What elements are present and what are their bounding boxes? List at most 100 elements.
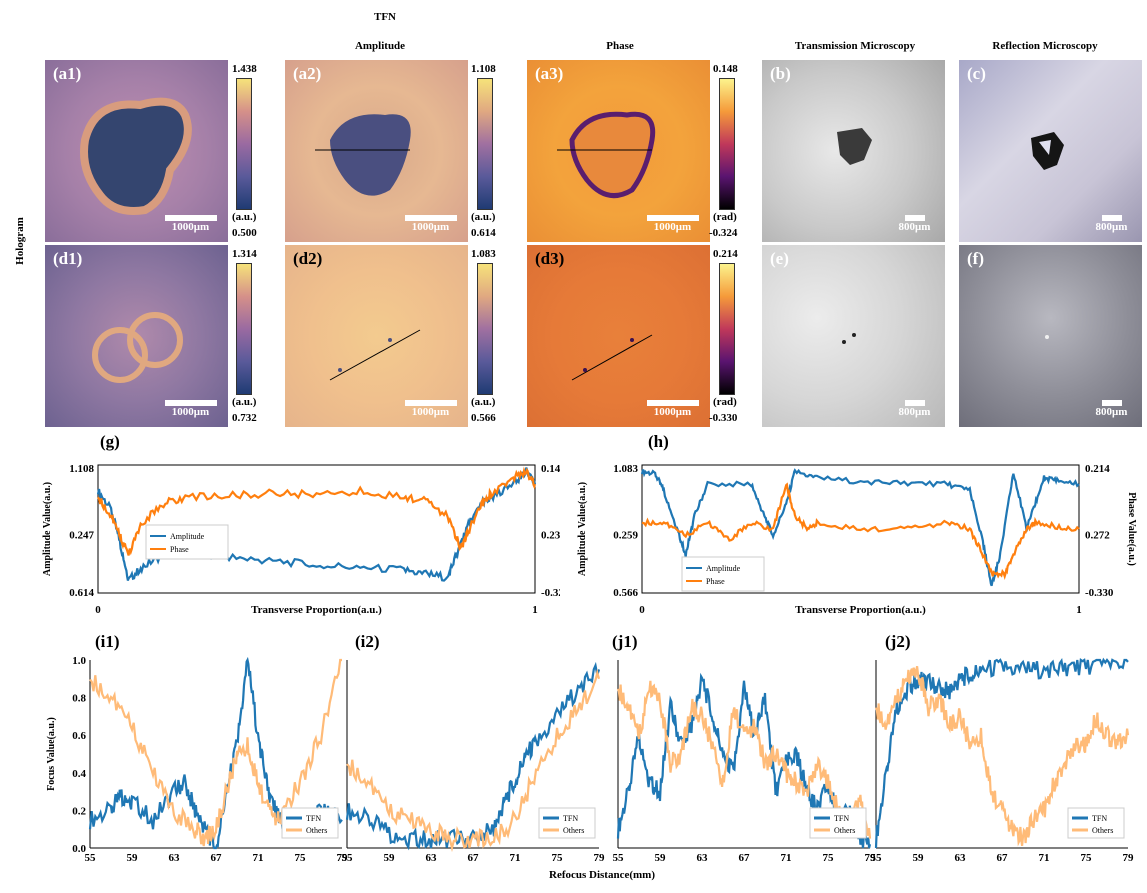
phase-image-d3 bbox=[571, 334, 653, 381]
y2tick-g: -0.324 bbox=[541, 587, 560, 599]
legend-i1 bbox=[281, 807, 339, 839]
panel-d1: (d1) 1000μm bbox=[45, 245, 228, 427]
chart-label-i1: (i1) bbox=[95, 632, 120, 651]
xtick-j2: 55 bbox=[871, 852, 883, 864]
panel-label-f: (f) bbox=[967, 249, 984, 268]
xtick-j1: 79 bbox=[865, 852, 877, 864]
cb-unit-a1: (a.u.) bbox=[232, 211, 257, 223]
panel-label-a2: (a2) bbox=[293, 64, 322, 83]
scalebar-label-c: 800μm bbox=[1095, 221, 1128, 233]
legend-label-i2: Others bbox=[563, 826, 584, 835]
colorbar-a3 bbox=[719, 78, 735, 210]
legend-i2 bbox=[538, 807, 596, 839]
scalebar-label-f: 800μm bbox=[1095, 406, 1128, 418]
ylabel-g: Amplitude Value(a.u.) bbox=[42, 482, 53, 576]
xtick-i1: 67 bbox=[211, 852, 223, 864]
cb-bottom-a1: 0.500 bbox=[232, 227, 257, 239]
ytick-g: 0.247 bbox=[69, 529, 94, 541]
scalebar-d3: 1000μm bbox=[645, 400, 700, 418]
scalebar-label-b: 800μm bbox=[898, 221, 931, 233]
scalebar-label-a2: 1000μm bbox=[411, 221, 450, 233]
xtick-i2: 75 bbox=[552, 852, 564, 864]
cb-top-d2: 1.083 bbox=[471, 248, 496, 260]
ylabel-i1: Focus Value(a.u.) bbox=[46, 717, 57, 791]
colorbar-a2 bbox=[477, 78, 493, 210]
ytick-i1: 0.8 bbox=[72, 693, 86, 705]
legend-label-j1: Others bbox=[834, 826, 855, 835]
legend-g bbox=[145, 524, 229, 560]
legend-label-g: Amplitude bbox=[170, 532, 205, 541]
xtick-i2: 63 bbox=[426, 852, 438, 864]
chart-label-g: (g) bbox=[100, 432, 120, 451]
xtick-j1: 67 bbox=[739, 852, 751, 864]
series-tfn-i1 bbox=[88, 656, 343, 850]
panel-a1: (a1) 1000μm bbox=[45, 60, 228, 242]
chart-g: 1.108 0.247 0.614 0.148 0.236 -0.324 0 1 Transve… bbox=[42, 463, 560, 616]
legend-j2 bbox=[1067, 807, 1125, 839]
legend-label-j2: TFN bbox=[1092, 814, 1107, 823]
chart-label-h: (h) bbox=[648, 432, 669, 451]
ytick-i1: 0.6 bbox=[72, 730, 86, 742]
series-tfn-j2 bbox=[874, 657, 1129, 849]
colorbar-d1 bbox=[236, 263, 252, 395]
y2label-h: Phase Value(a.u.) bbox=[1126, 492, 1137, 566]
ytick-g: 0.614 bbox=[69, 587, 94, 599]
legend-label-h: Amplitude bbox=[706, 564, 741, 573]
legend-j1 bbox=[809, 807, 867, 839]
header-transmission: Transmission Microscopy bbox=[794, 40, 916, 52]
plot-frame-g bbox=[97, 464, 536, 594]
reflection-image-c bbox=[1031, 132, 1064, 170]
legend-h bbox=[681, 556, 765, 592]
xlabel-g: Transverse Proportion(a.u.) bbox=[251, 604, 382, 616]
phase-image-a3 bbox=[557, 111, 656, 199]
cb-top-d3: 0.214 bbox=[713, 248, 738, 260]
scalebar-a2: 1000μm bbox=[403, 215, 458, 233]
series-phase-g bbox=[97, 466, 537, 556]
series-tfn-j1 bbox=[616, 672, 872, 849]
chart-label-j2: (j2) bbox=[885, 632, 911, 651]
panel-label-a1: (a1) bbox=[53, 64, 82, 83]
xtick-j2: 67 bbox=[997, 852, 1009, 864]
scalebar-d1: 1000μm bbox=[163, 400, 218, 418]
amplitude-image-d2 bbox=[329, 329, 421, 381]
ytick-i1: 1.0 bbox=[72, 655, 86, 667]
legend-label-g: Phase bbox=[170, 545, 189, 554]
scalebar-e: 800μm bbox=[892, 400, 937, 418]
amplitude-image-a2 bbox=[315, 114, 411, 196]
xtick-j2: 63 bbox=[955, 852, 967, 864]
ytick-i1: 0.2 bbox=[72, 805, 86, 817]
xtick-i1: 59 bbox=[127, 852, 139, 864]
transmission-image-b bbox=[837, 128, 872, 165]
scalebar-label-d3: 1000μm bbox=[653, 406, 692, 418]
cb-top-a3: 0.148 bbox=[713, 63, 738, 75]
header-hologram: Hologram bbox=[14, 217, 26, 265]
xtick-j1: 71 bbox=[781, 852, 792, 864]
reflection-image-f bbox=[1045, 335, 1049, 339]
hologram-image-a1 bbox=[80, 97, 192, 215]
series-others-j1 bbox=[616, 680, 872, 839]
xtick-i2: 59 bbox=[384, 852, 396, 864]
cb-top-a2: 1.108 bbox=[471, 63, 496, 75]
cb-unit-a2: (a.u.) bbox=[471, 211, 496, 223]
panel-a2: (a2) 1000μm bbox=[285, 60, 468, 242]
panel-label-d2: (d2) bbox=[293, 249, 323, 268]
cb-top-a1: 1.438 bbox=[232, 63, 257, 75]
y2tick-h: -0.330 bbox=[1085, 587, 1114, 599]
scalebar-a1: 1000μm bbox=[163, 215, 218, 233]
xtick-i1: 55 bbox=[85, 852, 97, 864]
xtick-g: 1 bbox=[532, 604, 538, 616]
series-amplitude-g bbox=[96, 467, 537, 582]
xtick-i2: 71 bbox=[510, 852, 521, 864]
scalebar-label-a1: 1000μm bbox=[171, 221, 210, 233]
header-tfn: TFN bbox=[374, 11, 396, 23]
panel-d2: (d2) 1000μm bbox=[285, 245, 468, 427]
panel-label-b: (b) bbox=[770, 64, 791, 83]
scalebar-b: 800μm bbox=[892, 215, 937, 233]
chart-bottom-row: 55 59 63 67 71 75 79 TFN Others 55 59 63 67 71 75 79 TFN… bbox=[46, 655, 1134, 881]
xtick-i1: 79 bbox=[337, 852, 349, 864]
colorbar-a1 bbox=[236, 78, 252, 210]
series-phase-h bbox=[641, 482, 1080, 580]
hologram-image-d1 bbox=[92, 312, 183, 383]
cb-unit-d1: (a.u.) bbox=[232, 396, 257, 408]
xtick-j1: 63 bbox=[697, 852, 709, 864]
